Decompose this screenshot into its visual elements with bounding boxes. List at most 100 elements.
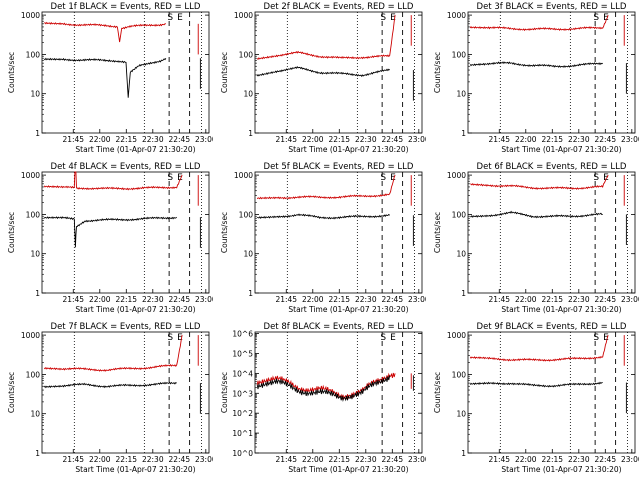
y-axis-label: Counts/sec (220, 372, 229, 413)
events-series-line (470, 210, 603, 219)
y-tick-label: 1 (35, 289, 40, 298)
x-axis-label: Start Time (01-Apr-07 21:30:20) (501, 145, 621, 154)
x-tick-label: 22:15 (115, 135, 137, 144)
y-tick-label: 1000 (447, 331, 466, 340)
plot-frame (467, 11, 636, 134)
x-tick-label: 22:30 (568, 295, 590, 304)
start-annotation: S (593, 333, 599, 343)
x-tick-label: 21:45 (275, 455, 297, 464)
y-tick-label: 1000 (447, 171, 466, 180)
detector-plot-3: Det 3f BLACK = Events, RED = LLD 1 10 100 10… (426, 0, 639, 160)
y-axis-label: Counts/sec (433, 212, 442, 253)
y-tick-label: 100 (26, 210, 41, 219)
end-annotation: E (390, 13, 396, 23)
plot-title: Det 6f BLACK = Events, RED = LLD (477, 162, 627, 172)
events-series-line (43, 57, 167, 98)
y-tick-label: 10 (30, 250, 40, 259)
plot-frame (254, 11, 423, 134)
y-tick-label: 10^2 (232, 409, 253, 418)
y-tick-label: 100 (239, 50, 254, 59)
y-tick-label: 100 (452, 50, 467, 59)
y-tick-label: 10^4 (232, 369, 253, 378)
y-tick-label: 10^1 (232, 429, 253, 438)
events-series-line (469, 61, 603, 68)
y-tick-label: 1000 (447, 11, 466, 20)
x-tick-label: 23:00 (408, 455, 426, 464)
plot-title: Det 7f BLACK = Events, RED = LLD (51, 322, 201, 332)
y-axis-label: Counts/sec (7, 212, 16, 253)
x-tick-label: 22:15 (328, 295, 350, 304)
plot-title: Det 4f BLACK = Events, RED = LLD (51, 162, 201, 172)
start-annotation: S (167, 13, 173, 23)
plot-svg: Det 9f BLACK = Events, RED = LLD 1 10 100 10… (433, 322, 639, 474)
y-tick-label: 1000 (234, 171, 253, 180)
y-tick-label: 1000 (21, 171, 40, 180)
end-annotation: E (390, 173, 396, 183)
y-tick-label: 10 (30, 90, 40, 99)
plot-frame (41, 331, 210, 454)
y-axis-label: Counts/sec (7, 52, 16, 93)
end-annotation: E (177, 13, 183, 23)
y-tick-label: 10 (30, 410, 40, 419)
end-annotation: E (177, 333, 183, 343)
plot-frame (254, 171, 423, 294)
y-tick-label: 1 (461, 449, 466, 458)
y-tick-label: 10 (243, 90, 253, 99)
x-tick-label: 22:00 (302, 455, 324, 464)
x-tick-label: 22:45 (168, 455, 190, 464)
x-tick-label: 21:45 (275, 135, 297, 144)
y-tick-label: 10 (243, 250, 253, 259)
y-tick-label: 1 (248, 129, 253, 138)
lld-series-line (43, 171, 183, 191)
y-tick-label: 10 (456, 250, 466, 259)
x-tick-label: 22:00 (515, 295, 537, 304)
x-tick-label: 22:30 (142, 455, 164, 464)
y-tick-label: 1000 (21, 331, 40, 340)
end-annotation: E (603, 333, 609, 343)
lld-series-line (469, 334, 609, 362)
events-series-line (469, 381, 603, 388)
x-tick-label: 22:30 (568, 455, 590, 464)
x-tick-label: 22:45 (594, 295, 616, 304)
lld-series-line (470, 174, 609, 190)
y-tick-label: 10^5 (232, 349, 253, 358)
detector-plot-5: Det 5f BLACK = Events, RED = LLD 1 10 100 10… (213, 160, 426, 320)
y-tick-label: 10^6 (232, 330, 253, 339)
plot-title: Det 3f BLACK = Events, RED = LLD (477, 2, 627, 12)
detector-plot-2: Det 2f BLACK = Events, RED = LLD 1 10 100 10… (213, 0, 426, 160)
x-tick-label: 23:00 (408, 135, 426, 144)
events-series-line (257, 213, 390, 220)
plot-svg: Det 8f BLACK = Events, RED = LLD 10^0 10^1… (220, 322, 426, 474)
detector-plot-4: Det 4f BLACK = Events, RED = LLD 1 10 100 10… (0, 160, 213, 320)
x-tick-label: 22:45 (594, 135, 616, 144)
y-tick-label: 100 (26, 370, 41, 379)
x-axis-label: Start Time (01-Apr-07 21:30:20) (501, 465, 621, 474)
plot-title: Det 9f BLACK = Events, RED = LLD (477, 322, 627, 332)
x-tick-label: 21:45 (275, 295, 297, 304)
x-axis-label: Start Time (01-Apr-07 21:30:20) (75, 145, 195, 154)
x-tick-label: 22:30 (355, 295, 377, 304)
x-tick-label: 21:45 (488, 135, 510, 144)
lld-series-line (469, 14, 609, 32)
y-axis-label: Counts/sec (433, 372, 442, 413)
plot-frame (467, 331, 636, 454)
y-axis-label: Counts/sec (220, 212, 229, 253)
x-tick-label: 22:45 (381, 295, 403, 304)
end-annotation: E (177, 173, 183, 183)
x-tick-label: 22:45 (168, 135, 190, 144)
x-tick-label: 21:45 (488, 455, 510, 464)
plot-frame (254, 331, 423, 454)
x-tick-label: 23:00 (621, 135, 639, 144)
y-tick-label: 100 (26, 50, 41, 59)
x-tick-label: 22:00 (515, 135, 537, 144)
plot-frame (41, 171, 210, 294)
x-tick-label: 22:15 (541, 295, 563, 304)
plot-frame (467, 171, 636, 294)
events-series-line (43, 216, 177, 248)
lld-series-line (256, 372, 396, 400)
y-tick-label: 100 (452, 370, 467, 379)
x-tick-label: 22:30 (142, 135, 164, 144)
detector-plot-6: Det 6f BLACK = Events, RED = LLD 1 10 100 10… (426, 160, 639, 320)
x-tick-label: 23:00 (621, 295, 639, 304)
